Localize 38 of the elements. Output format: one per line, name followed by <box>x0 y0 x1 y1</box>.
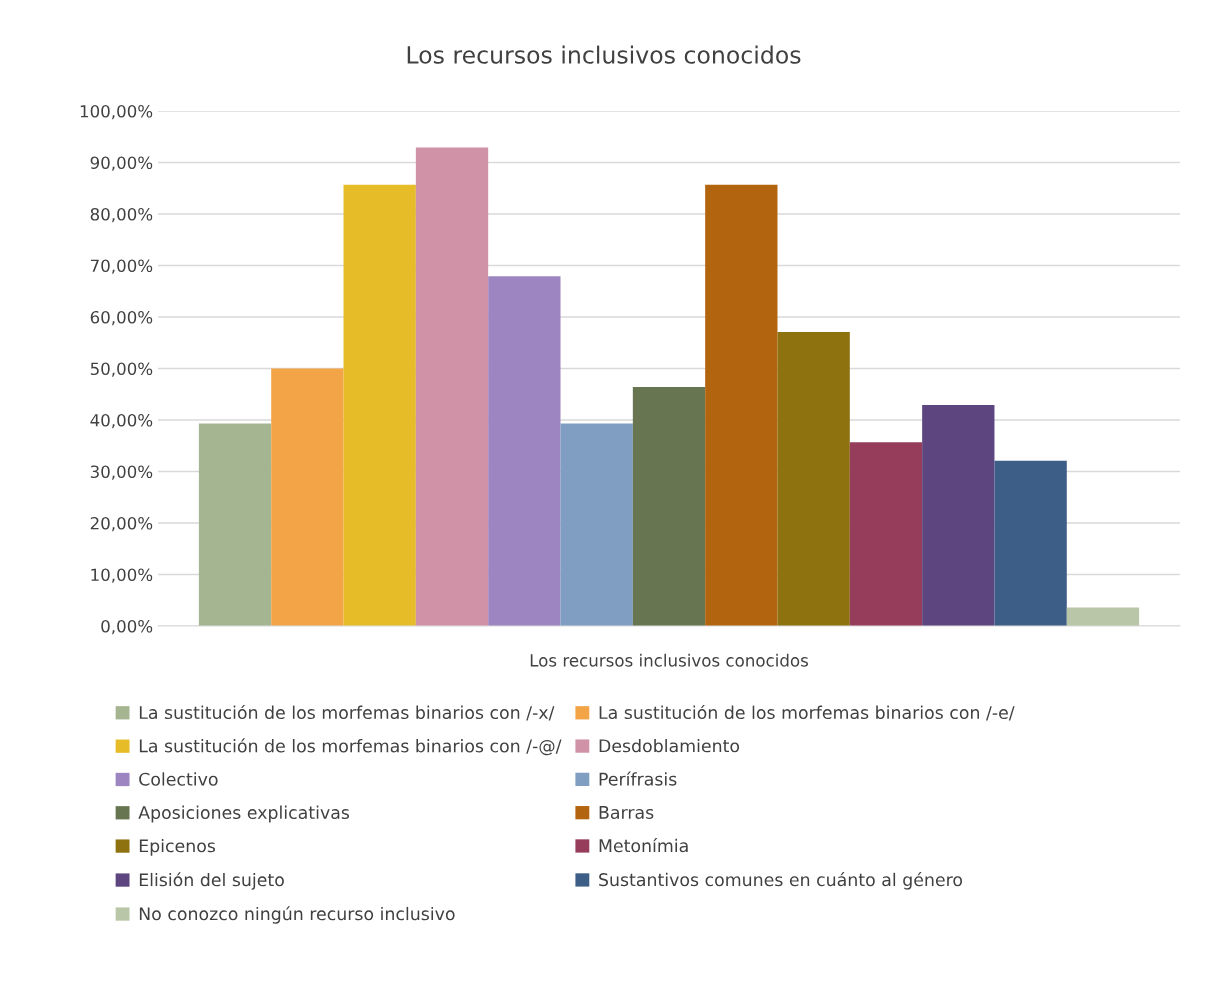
legend-label: Epicenos <box>139 838 216 856</box>
y-tick-label: 30,00% <box>90 465 153 480</box>
bar <box>777 331 850 626</box>
bar <box>994 460 1067 626</box>
legend-label: La sustitución de los morfemas binarios con /-@/ <box>139 738 562 756</box>
bar <box>343 184 416 626</box>
bar <box>632 387 706 626</box>
legend-label: Aposiciones explicativas <box>138 805 350 823</box>
y-tick-label: 60,00% <box>90 310 153 326</box>
bar <box>849 442 923 626</box>
chart-title: Los recursos inclusivos conocidos <box>407 45 801 64</box>
legend-label: No conozco ningún recurso inclusivo <box>139 906 455 924</box>
legend-label: La sustitución de los morfemas binarios con /-x/ <box>139 704 555 721</box>
legend-label: Barras <box>599 806 654 819</box>
y-tick-label: 100,00% <box>80 104 153 120</box>
y-tick-label: 50,00% <box>90 362 153 377</box>
legend-label: Elisión del sujeto <box>139 872 284 890</box>
bar <box>271 368 344 626</box>
legend-label: Sustantivos comunes en cuánto al género <box>599 872 963 890</box>
bar <box>922 405 995 626</box>
bar <box>1066 607 1140 626</box>
legend-label: La sustitución de los morfemas binarios con /-e/ <box>599 704 1015 721</box>
bar <box>198 423 272 626</box>
y-tick-label: 40,00% <box>90 413 153 429</box>
y-tick-label: 70,00% <box>90 259 153 274</box>
legend-label: Desdoblamiento <box>599 738 740 753</box>
bar <box>488 276 561 626</box>
bar <box>560 423 633 626</box>
y-tick-label: 20,00% <box>90 516 153 532</box>
y-tick-label: 80,00% <box>90 207 153 223</box>
y-tick-label: 10,00% <box>91 568 153 583</box>
legend-label: Metonímia <box>599 838 688 853</box>
legend-label: Colectivo <box>139 772 218 786</box>
y-tick-label: 0,00% <box>101 619 153 635</box>
y-tick-label: 90,00% <box>90 156 153 171</box>
legend-label: Perífrasis <box>599 771 677 786</box>
bar <box>705 184 778 626</box>
bar <box>415 147 489 626</box>
